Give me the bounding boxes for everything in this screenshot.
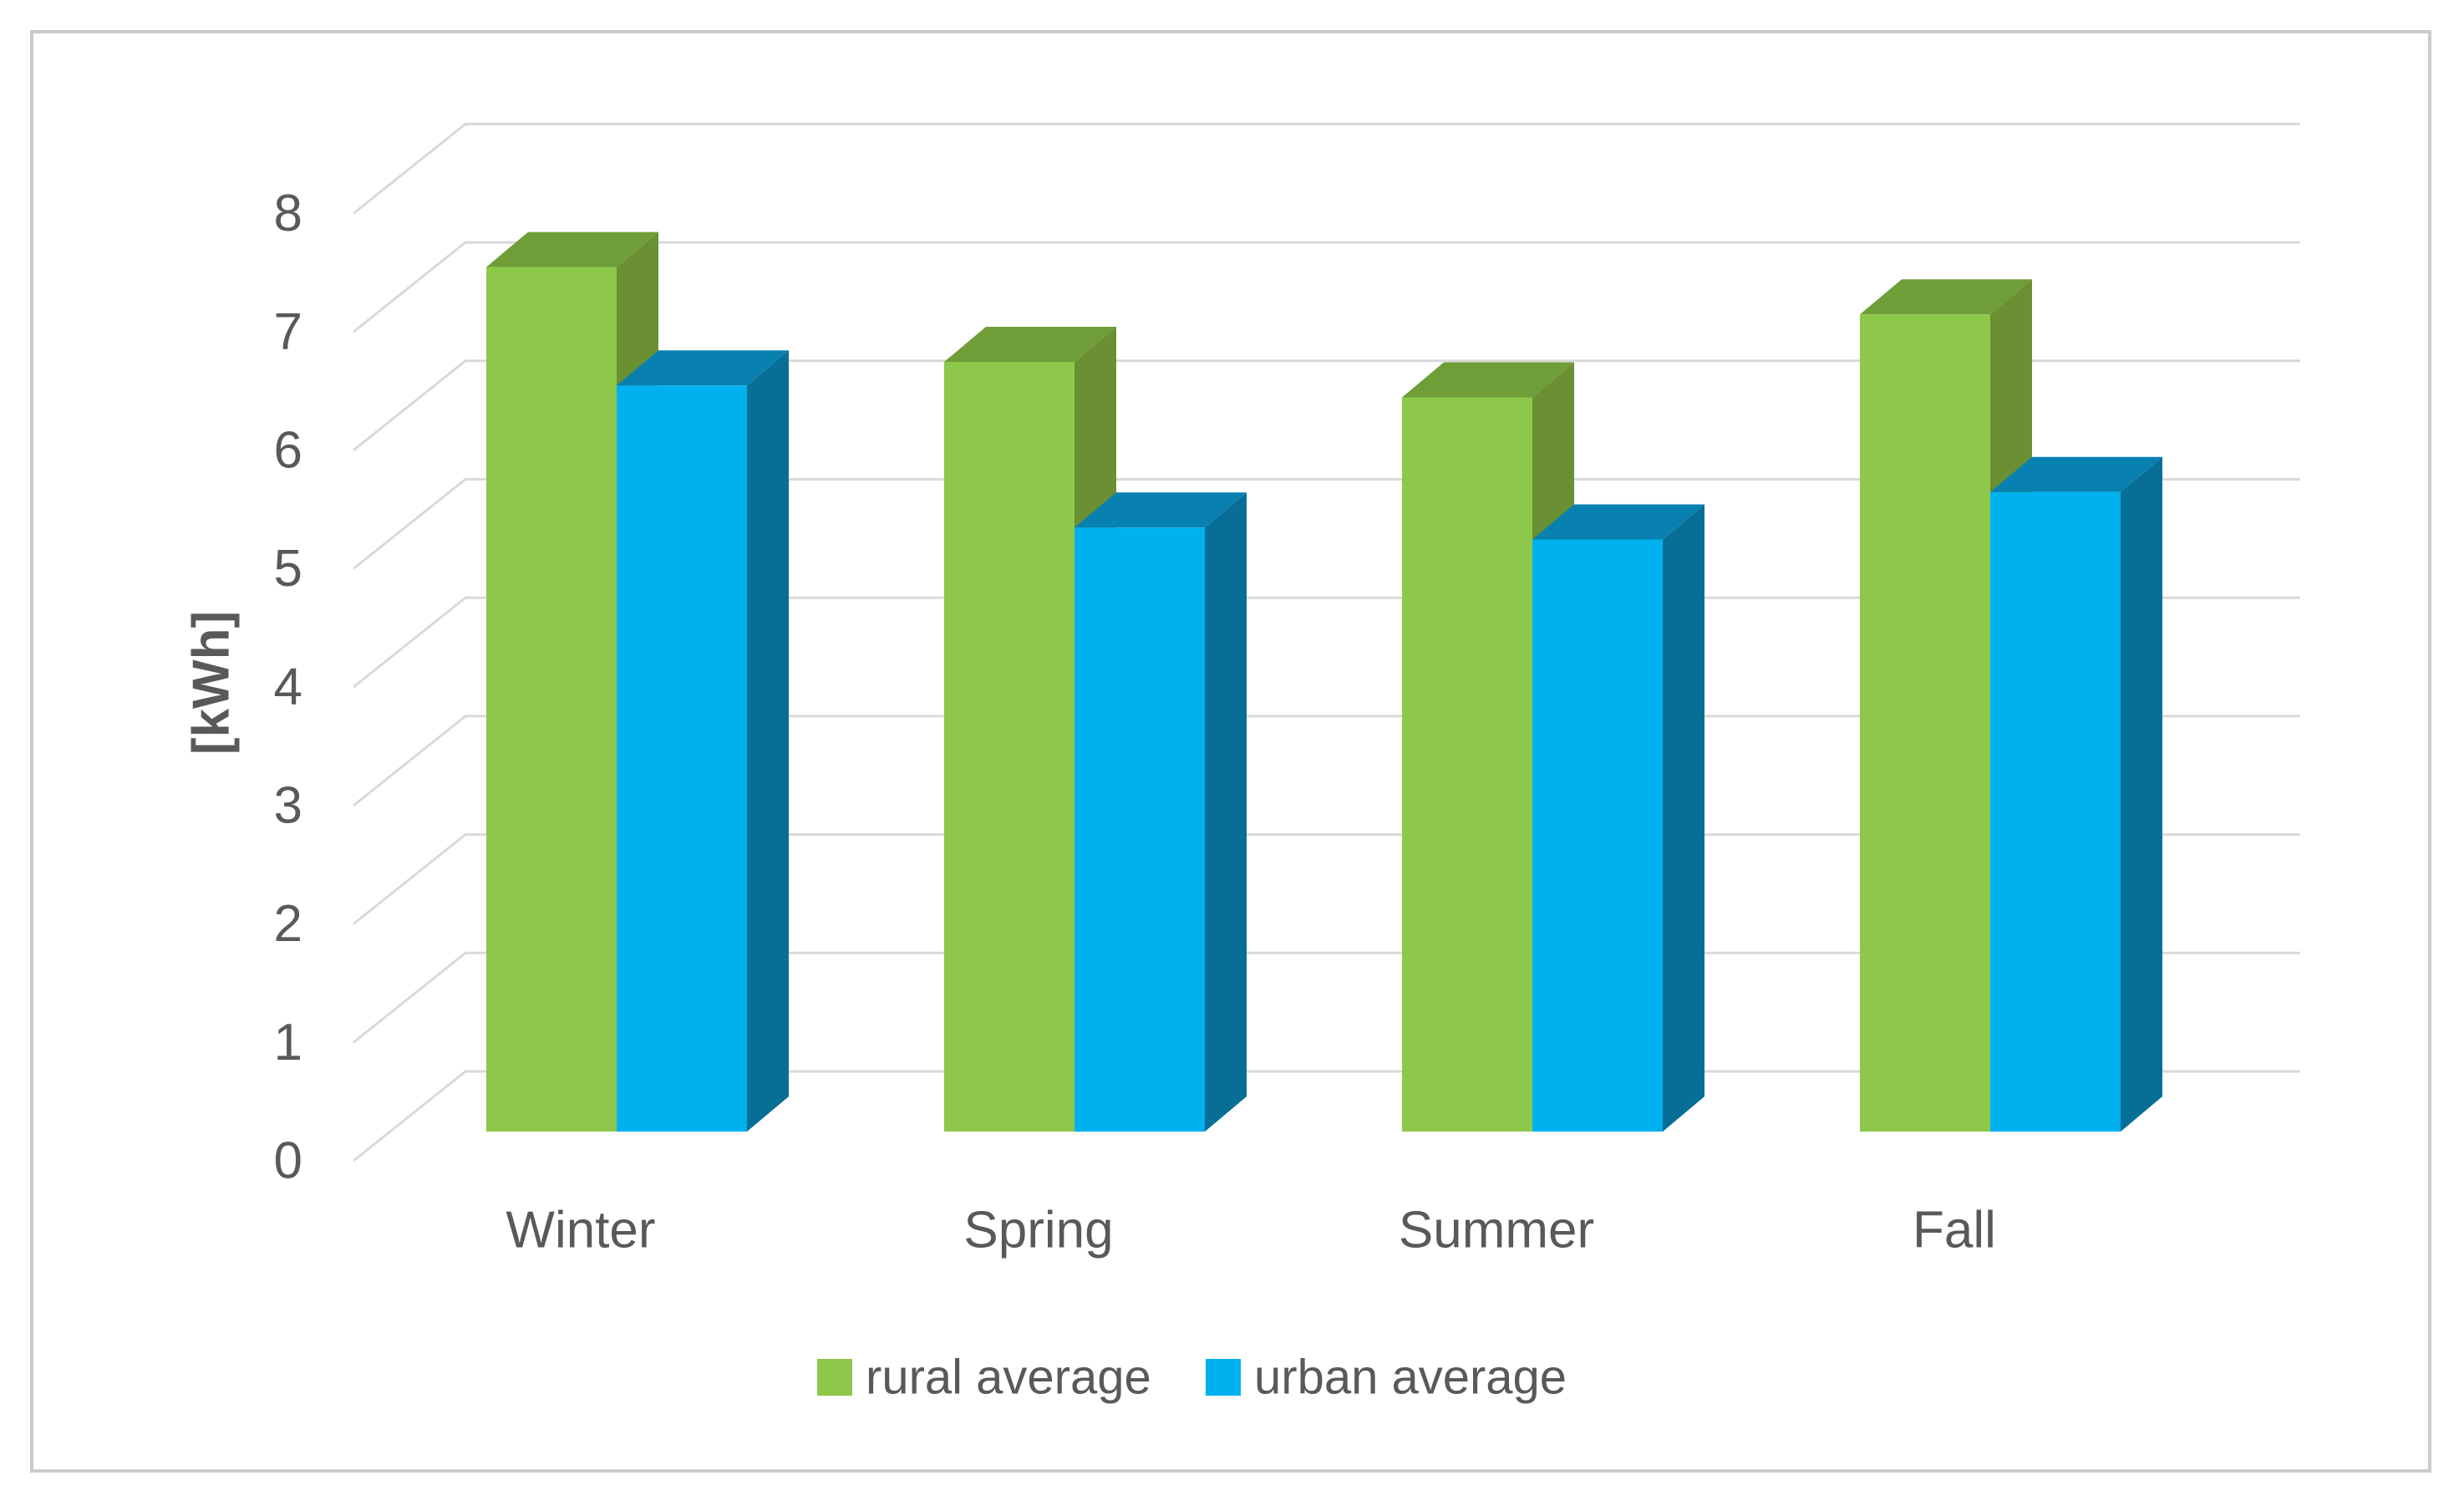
gridline-5 — [353, 478, 2300, 570]
bar-rural-spring-top — [944, 327, 1116, 362]
bar-urban-winter — [617, 350, 789, 1132]
y-tick-label-1: 1 — [274, 1014, 302, 1071]
bar-urban-spring-top — [1075, 492, 1247, 528]
gridline-7 — [353, 241, 2300, 333]
bar-rural-summer-top — [1402, 362, 1574, 398]
x-axis-category-labels: Winter Spring Summer Fall — [506, 1202, 1996, 1259]
legend-label-rural: rural average — [866, 1351, 1151, 1405]
x-axis-label-fall: Fall — [1913, 1202, 1996, 1259]
bar-urban-fall — [1990, 456, 2162, 1132]
y-tick-label-7: 7 — [274, 303, 302, 361]
bar-urban-summer-side — [1663, 504, 1704, 1132]
legend-swatch-urban — [1206, 1359, 1241, 1396]
x-axis-label-winter: Winter — [506, 1202, 655, 1259]
bar-urban-summer — [1532, 504, 1704, 1132]
bar-urban-spring-side — [1205, 492, 1247, 1132]
bar-urban-winter-top — [617, 350, 789, 386]
bar-rural-summer-front — [1402, 397, 1532, 1132]
legend-swatch-rural — [817, 1359, 852, 1396]
legend-label-urban: urban average — [1254, 1351, 1567, 1405]
bar-urban-summer-top — [1532, 504, 1704, 540]
bar-urban-spring — [1075, 492, 1247, 1132]
bar-rural-winter-top — [486, 231, 658, 267]
bar-urban-fall-front — [1990, 491, 2121, 1132]
y-tick-label-0: 0 — [274, 1132, 302, 1190]
gridline-8 — [353, 122, 2300, 215]
bar-rural-spring-front — [944, 362, 1075, 1132]
y-tick-label-3: 3 — [274, 776, 302, 834]
y-tick-label-6: 6 — [274, 421, 302, 479]
y-axis-title: [kWh] — [183, 611, 241, 755]
bar-urban-winter-side — [747, 350, 789, 1132]
y-tick-label-5: 5 — [274, 540, 302, 598]
x-axis-label-spring: Spring — [963, 1202, 1113, 1259]
bar-urban-fall-side — [2121, 456, 2162, 1132]
bar-rural-fall-top — [1860, 279, 2032, 315]
bar-urban-fall-top — [1990, 456, 2162, 492]
bar-urban-winter-front — [617, 385, 747, 1132]
y-tick-label-2: 2 — [274, 895, 302, 953]
bars — [486, 231, 2162, 1132]
legend: rural average urban average — [817, 1351, 1567, 1405]
bar-urban-spring-front — [1075, 527, 1205, 1132]
y-tick-label-4: 4 — [274, 659, 302, 716]
y-tick-label-8: 8 — [274, 185, 302, 242]
y-axis-tick-labels: 0 1 2 3 4 5 6 7 8 — [274, 185, 302, 1190]
bar-rural-fall-front — [1860, 314, 1990, 1132]
gridline-6 — [353, 359, 2300, 451]
bar-rural-winter-front — [486, 267, 617, 1132]
x-axis-label-summer: Summer — [1399, 1202, 1594, 1259]
bar-urban-summer-front — [1532, 539, 1663, 1132]
